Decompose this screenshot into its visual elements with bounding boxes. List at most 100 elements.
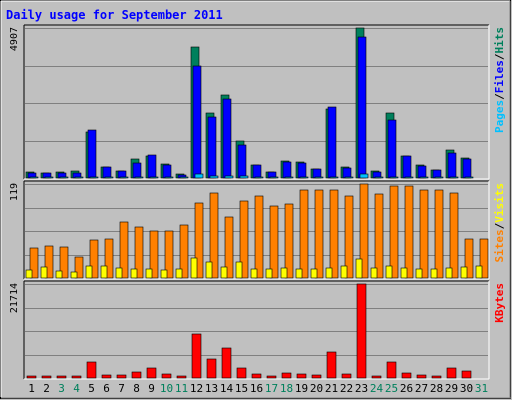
- bar-kbytes: [341, 373, 352, 379]
- legend-entry-kbytes: KBytes: [493, 283, 506, 323]
- bar-visits: [370, 267, 378, 279]
- x-tick-label: 21: [325, 382, 338, 395]
- bar-kbytes: [401, 372, 412, 379]
- bar-sites: [239, 200, 249, 279]
- bar-pages: [224, 175, 234, 179]
- bar-pages: [209, 175, 219, 179]
- bar-pages: [89, 176, 99, 179]
- bar-sites: [164, 230, 174, 279]
- bar-files: [417, 165, 427, 179]
- x-tick-label: 10: [160, 382, 173, 395]
- x-tick-label: 12: [190, 382, 203, 395]
- bar-visits: [295, 268, 303, 279]
- legend-separator: /: [493, 222, 506, 229]
- bar-pages: [344, 176, 354, 179]
- bar-visits: [145, 268, 153, 279]
- bar-kbytes: [116, 374, 127, 379]
- bar-pages: [254, 176, 264, 179]
- x-tick-label: 7: [118, 382, 125, 395]
- x-tick-label: 22: [340, 382, 353, 395]
- x-tick-label: 2: [43, 382, 50, 395]
- plot-area: [24, 281, 489, 379]
- legend-entry-visits: Visits: [493, 183, 506, 223]
- bar-files: [132, 162, 142, 179]
- bar-sites: [314, 189, 324, 279]
- chart-panels: 4907Pages/Files/Hits119Sites/Visits21714…: [9, 24, 506, 380]
- bar-pages: [329, 176, 339, 179]
- bar-kbytes: [131, 371, 142, 379]
- bar-files: [387, 119, 397, 179]
- bar-files: [252, 164, 262, 179]
- bar-sites: [374, 193, 384, 279]
- x-tick-label: 3: [58, 382, 65, 395]
- bar-files: [192, 65, 202, 179]
- bar-files: [447, 152, 457, 179]
- bar-pages: [104, 176, 114, 179]
- bar-visits: [460, 266, 468, 279]
- bar-pages: [149, 176, 159, 179]
- bar-files: [237, 144, 247, 179]
- bar-files: [222, 98, 232, 179]
- bar-visits: [160, 269, 168, 279]
- bar-visits: [175, 268, 183, 279]
- bar-files: [327, 106, 337, 179]
- x-tick-label: 15: [235, 382, 248, 395]
- bar-sites: [89, 239, 99, 279]
- bar-pages: [284, 176, 294, 179]
- x-tick-label: 14: [220, 382, 234, 395]
- bar-visits: [250, 268, 258, 279]
- bar-pages: [314, 176, 324, 179]
- bar-visits: [220, 266, 228, 279]
- bar-visits: [115, 267, 123, 279]
- legend-entry-pages: Pages: [493, 100, 506, 133]
- x-tick-label: 4: [73, 382, 80, 395]
- bar-sites: [104, 238, 114, 279]
- panel-visits-sites: 119 Sites/Visits: [9, 180, 506, 280]
- x-tick-label: 28: [430, 382, 443, 395]
- bar-kbytes: [26, 375, 37, 379]
- bar-kbytes: [386, 361, 397, 379]
- bar-sites: [449, 192, 459, 279]
- bar-kbytes: [191, 333, 202, 379]
- bar-sites: [119, 221, 129, 279]
- x-tick-label: 5: [88, 382, 95, 395]
- legend: Pages/Files/Hits: [493, 27, 506, 133]
- bar-pages: [29, 176, 39, 179]
- x-tick-label: 29: [445, 382, 458, 395]
- bar-files: [207, 116, 217, 179]
- bar-kbytes: [86, 361, 97, 379]
- bar-visits: [415, 268, 423, 279]
- bar-visits: [235, 261, 243, 279]
- bar-kbytes: [251, 373, 262, 379]
- bar-pages: [164, 176, 174, 179]
- x-tick-label: 17: [265, 382, 278, 395]
- x-tick-label: 19: [295, 382, 308, 395]
- bar-files: [282, 161, 292, 179]
- bar-kbytes: [266, 375, 277, 379]
- bar-kbytes: [56, 375, 67, 379]
- bar-sites: [359, 183, 369, 279]
- bar-pages: [194, 173, 204, 179]
- x-tick-label: 23: [355, 382, 368, 395]
- bar-pages: [59, 176, 69, 179]
- bar-files: [147, 154, 157, 179]
- bar-visits: [190, 257, 198, 279]
- bar-sites: [194, 202, 204, 279]
- bar-pages: [404, 176, 414, 179]
- legend: Sites/Visits: [493, 183, 506, 263]
- x-tick-label: 27: [415, 382, 428, 395]
- bar-sites: [254, 195, 264, 279]
- bar-visits: [385, 265, 393, 279]
- bar-kbytes: [146, 367, 157, 379]
- bar-visits: [310, 268, 318, 279]
- x-tick-label: 13: [205, 382, 218, 395]
- chart-title: Daily usage for September 2011: [6, 8, 223, 22]
- bar-visits: [70, 271, 78, 279]
- bar-visits: [265, 268, 273, 279]
- legend: KBytes: [493, 283, 506, 323]
- bar-kbytes: [161, 373, 172, 379]
- bar-kbytes: [221, 347, 232, 379]
- bar-kbytes: [236, 367, 247, 379]
- bar-visits: [430, 268, 438, 279]
